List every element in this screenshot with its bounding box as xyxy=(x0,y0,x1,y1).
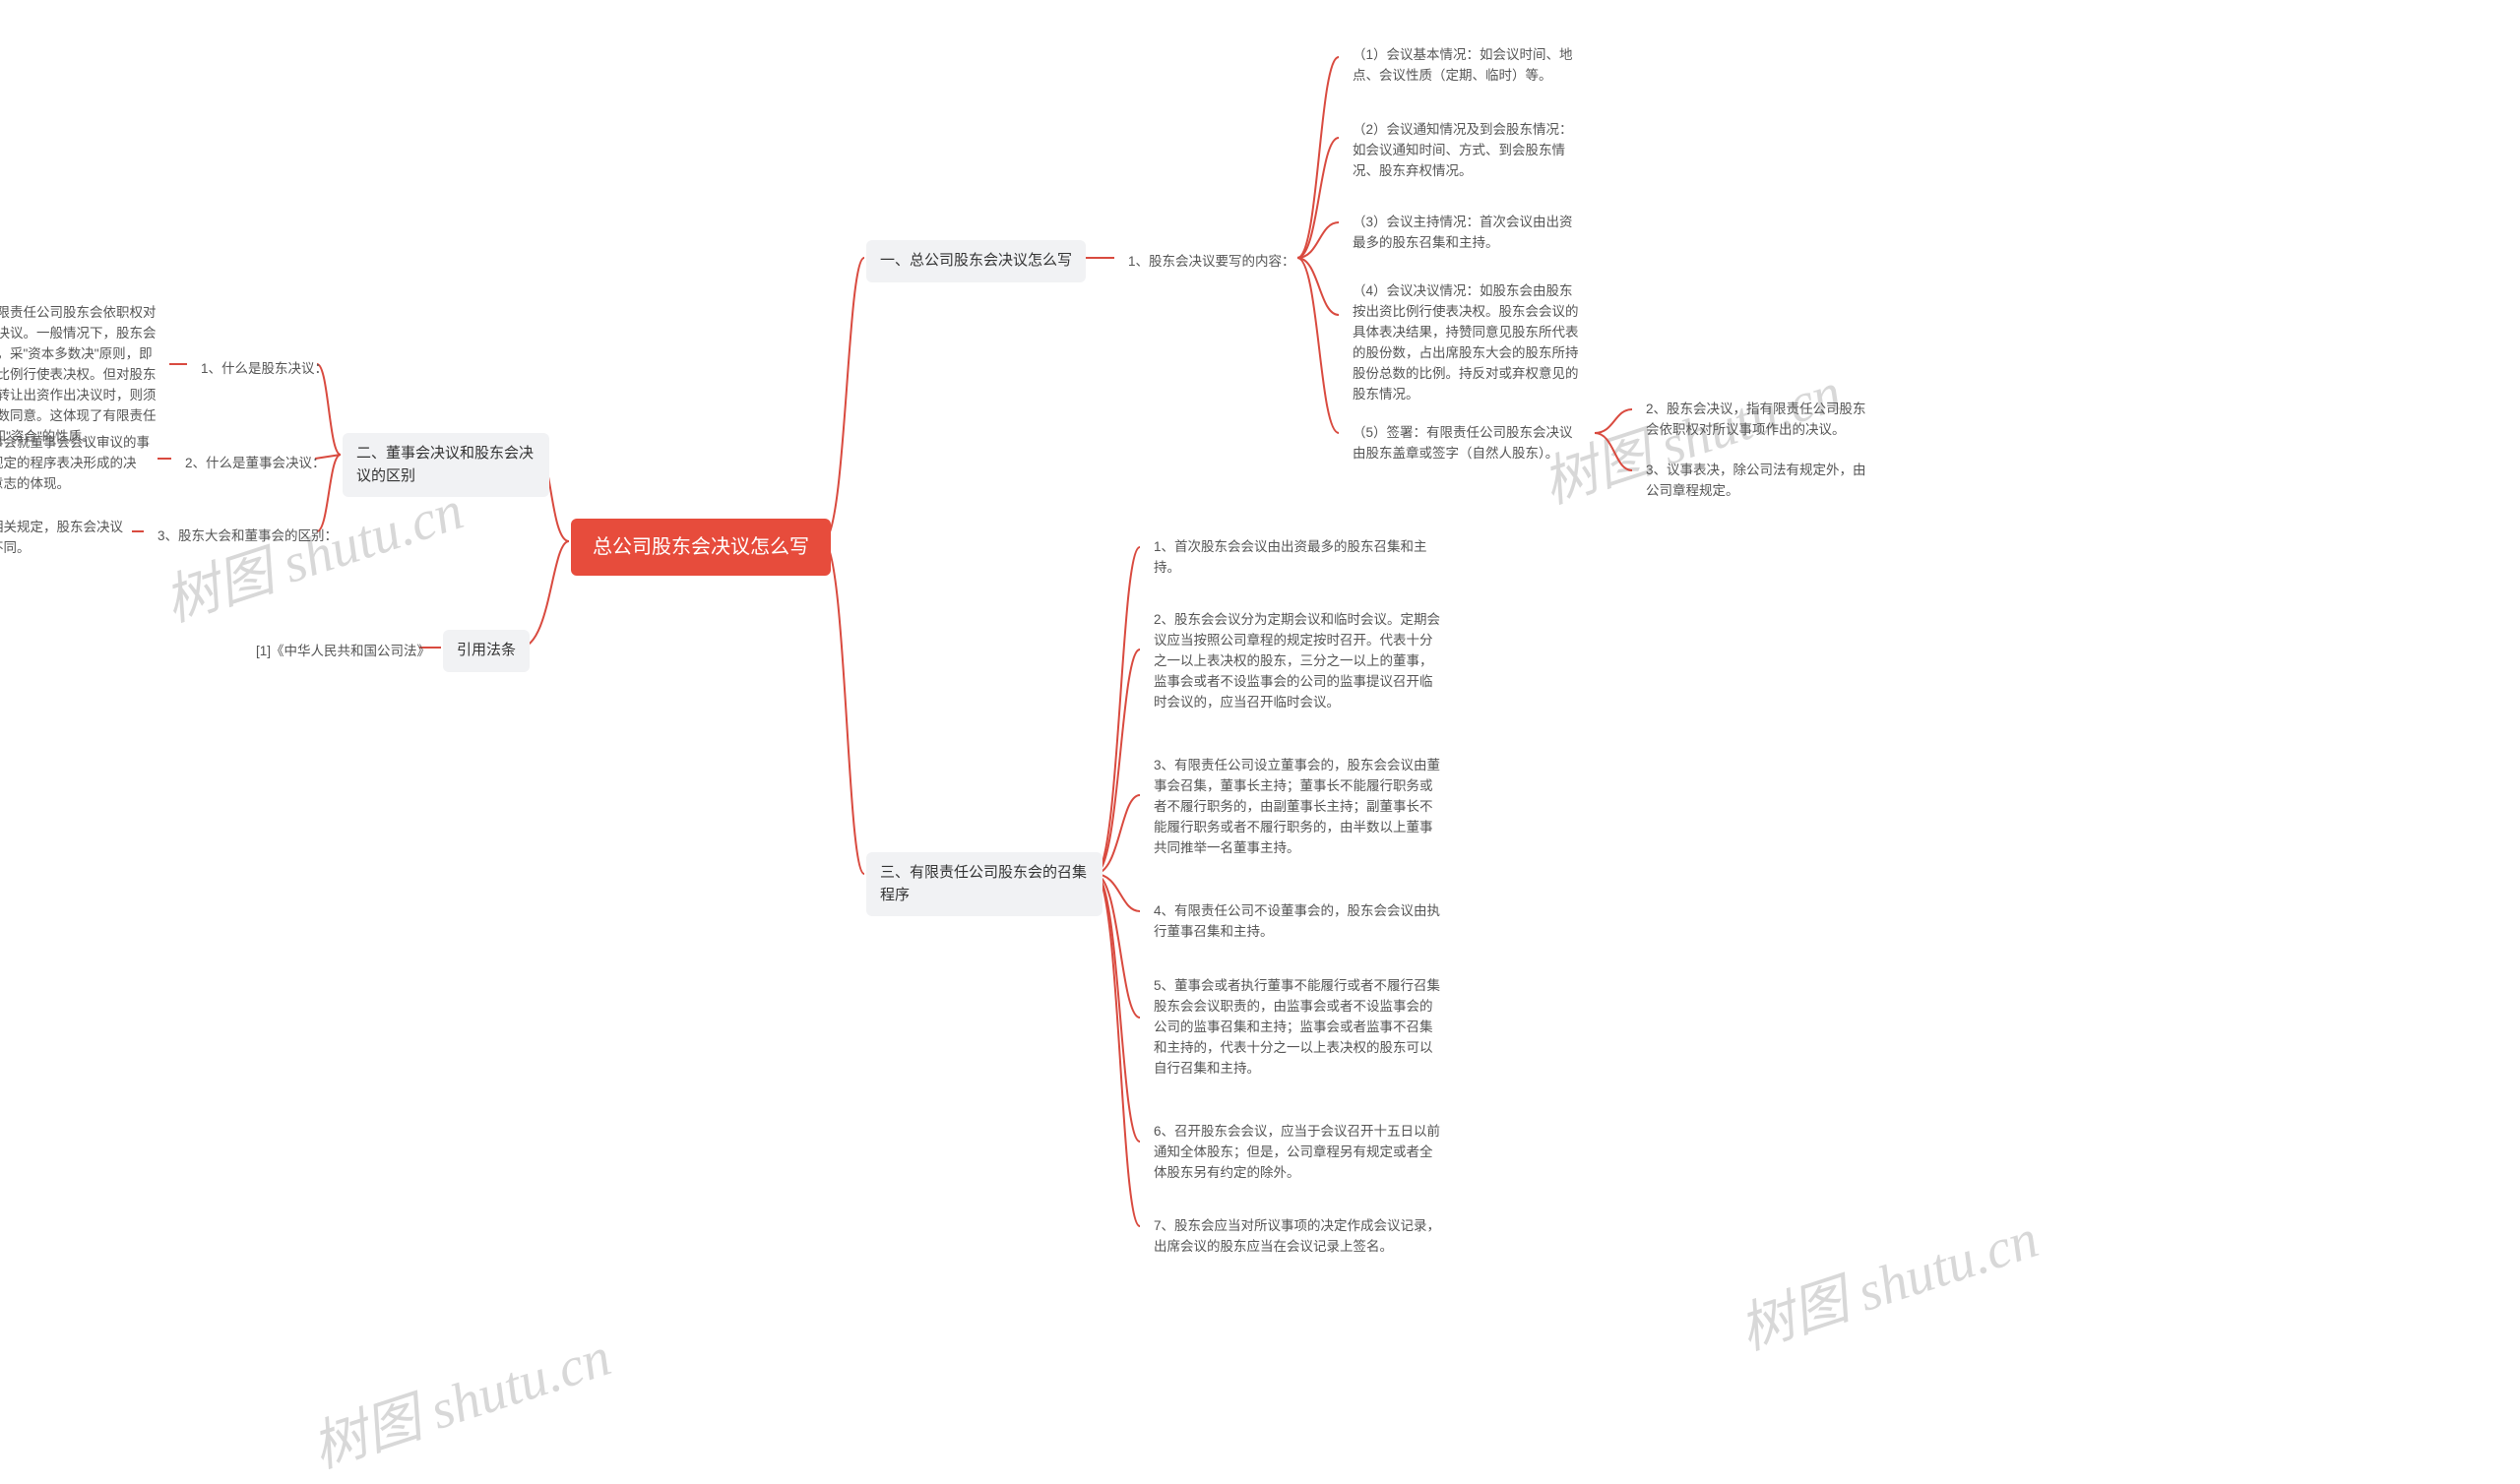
b2-c3-label: 3、股东大会和董事会的区别： xyxy=(146,519,349,555)
b1-c1-i4-s0: 2、股东会决议，指有限责任公司股东会依职权对所议事项作出的决议。 xyxy=(1634,392,1890,449)
b1-c1-i4-s1: 3、议事表决，除公司法有规定外，由公司章程规定。 xyxy=(1634,453,1890,510)
b1-c1: 1、股东会决议要写的内容： xyxy=(1116,244,1307,280)
b2-c3-text: 根据《公司法》等相关规定，股东会决议与董事会决议范围不同。 xyxy=(0,510,138,567)
b4-text: [1]《中华人民共和国公司法》 xyxy=(244,634,442,670)
watermark: 树图 shutu.cn xyxy=(300,1312,619,1483)
b2-c2-label: 2、什么是董事会决议： xyxy=(173,446,338,482)
b1-c1-i4: （5）签署：有限责任公司股东会决议由股东盖章或签字（自然人股东）。 xyxy=(1341,415,1597,472)
root-node: 总公司股东会决议怎么写 xyxy=(571,519,831,576)
b3-i2: 3、有限责任公司设立董事会的，股东会会议由董事会召集，董事长主持；董事长不能履行… xyxy=(1142,748,1457,867)
b3-i4: 5、董事会或者执行董事不能履行或者不履行召集股东会会议职责的，由监事会或者不设监… xyxy=(1142,968,1457,1087)
branch-2: 二、董事会决议和股东会决议的区别 xyxy=(343,433,549,497)
b3-i0: 1、首次股东会会议由出资最多的股东召集和主持。 xyxy=(1142,529,1457,587)
b3-i3: 4、有限责任公司不设董事会的，股东会会议由执行董事召集和主持。 xyxy=(1142,894,1457,951)
b3-i6: 7、股东会应当对所议事项的决定作成会议记录，出席会议的股东应当在会议记录上签名。 xyxy=(1142,1208,1457,1266)
b1-c1-i0: （1）会议基本情况：如会议时间、地点、会议性质（定期、临时）等。 xyxy=(1341,37,1597,94)
b1-c1-i3: （4）会议决议情况：如股东会由股东按出资比例行使表决权。股东会会议的具体表决结果… xyxy=(1341,274,1597,413)
b2-c2-text: 董事会决议是指董事会就董事会会议审议的事项，以法律或章程规定的程序表决形成的决议… xyxy=(0,425,163,503)
b2-c1-label: 1、什么是股东决议： xyxy=(189,351,340,388)
watermark: 树图 shutu.cn xyxy=(1728,1194,2047,1365)
branch-4: 引用法条 xyxy=(443,630,530,672)
b1-c1-i2: （3）会议主持情况：首次会议由出资最多的股东召集和主持。 xyxy=(1341,205,1597,262)
b1-c1-i1: （2）会议通知情况及到会股东情况：如会议通知时间、方式、到会股东情况、股东弃权情… xyxy=(1341,112,1597,190)
b3-i1: 2、股东会会议分为定期会议和临时会议。定期会议应当按照公司章程的规定按时召开。代… xyxy=(1142,602,1457,721)
b3-i5: 6、召开股东会会议，应当于会议召开十五日以前通知全体股东；但是，公司章程另有规定… xyxy=(1142,1114,1457,1192)
branch-3: 三、有限责任公司股东会的召集程序 xyxy=(866,852,1102,916)
branch-1: 一、总公司股东会决议怎么写 xyxy=(866,240,1086,282)
